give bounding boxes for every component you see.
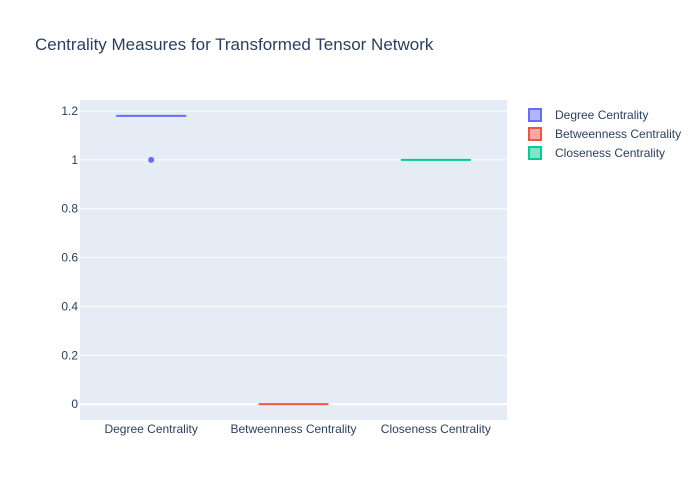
legend-label[interactable]: Closeness Centrality bbox=[555, 146, 665, 160]
x-tick-label: Degree Centrality bbox=[104, 422, 197, 436]
legend[interactable]: Degree Centrality Betweenness Centrality C… bbox=[528, 108, 681, 160]
legend-swatch[interactable] bbox=[528, 127, 542, 141]
x-tick-label: Closeness Centrality bbox=[381, 422, 491, 436]
outlier-point[interactable] bbox=[148, 156, 155, 163]
grid-lines bbox=[80, 110, 507, 406]
y-tick-label: 0.8 bbox=[61, 202, 78, 216]
x-tick-label: Betweenness Centrality bbox=[230, 422, 356, 436]
y-tick-label: 1 bbox=[71, 153, 78, 167]
y-tick-label: 0.4 bbox=[61, 299, 78, 313]
y-tick-label: 0.6 bbox=[61, 251, 78, 265]
legend-swatch[interactable] bbox=[528, 108, 542, 122]
x-axis-ticks: Degree Centrality Betweenness Centrality C… bbox=[104, 422, 490, 436]
y-tick-label: 0.2 bbox=[61, 348, 78, 362]
y-tick-label: 1.2 bbox=[61, 104, 78, 118]
legend-label[interactable]: Degree Centrality bbox=[555, 108, 648, 122]
box-marks bbox=[116, 114, 471, 406]
y-axis-ticks: 0 0.2 0.4 0.6 0.8 1 1.2 bbox=[61, 104, 78, 411]
chart-title: Centrality Measures for Transformed Tens… bbox=[35, 35, 434, 54]
legend-swatch[interactable] bbox=[528, 146, 542, 160]
plot-area bbox=[80, 100, 507, 420]
legend-label[interactable]: Betweenness Centrality bbox=[555, 127, 681, 141]
y-tick-label: 0 bbox=[71, 397, 78, 411]
